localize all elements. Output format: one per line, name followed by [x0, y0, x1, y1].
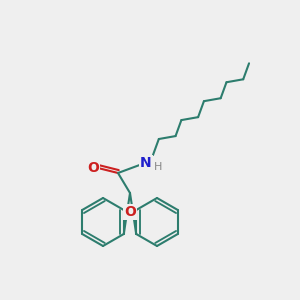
Text: H: H	[154, 162, 162, 172]
Text: O: O	[87, 161, 99, 175]
Text: N: N	[140, 156, 152, 170]
Text: O: O	[124, 205, 136, 219]
